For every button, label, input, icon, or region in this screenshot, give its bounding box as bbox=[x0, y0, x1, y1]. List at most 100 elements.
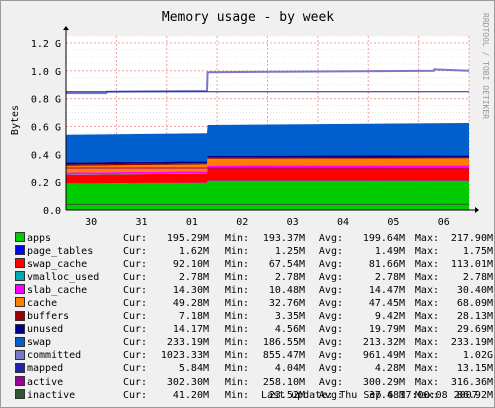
legend-row: swap Cur: 233.19M Min: 186.55M Avg: 213.32M Max… bbox=[15, 336, 493, 350]
legend-max-value: 316.36M bbox=[450, 376, 493, 388]
area-apps bbox=[66, 180, 469, 210]
legend-cur-label: Cur: bbox=[123, 350, 148, 362]
axes bbox=[63, 26, 479, 213]
legend-row: inactive Cur: 41.20M Min: 23.52M Avg: 37.48M Ma… bbox=[15, 389, 493, 402]
legend-min-label: Min: bbox=[224, 376, 249, 388]
legend-swatch-cell bbox=[15, 323, 27, 337]
legend-max-value: 1.02G bbox=[462, 350, 493, 362]
legend-min-label: Min: bbox=[224, 337, 249, 349]
legend-min-label: Min: bbox=[224, 389, 249, 401]
memory-chart: Memory usage - by week RRDTOOL / TOBI OE… bbox=[10, 10, 490, 228]
legend-cur-value: 5.84M bbox=[178, 363, 209, 375]
stacked-areas bbox=[66, 123, 469, 210]
legend-min-value: 67.54M bbox=[268, 258, 305, 270]
legend-swatch-cell bbox=[15, 310, 27, 324]
legend-max-value: 86.92M bbox=[456, 389, 493, 401]
legend-swatch bbox=[15, 349, 25, 360]
legend-row: swap_cache Cur: 92.10M Min: 67.54M Avg: 81.66M… bbox=[15, 258, 493, 271]
legend-row: committed Cur: 1023.33M Min: 855.47M Avg: 961.… bbox=[15, 349, 493, 363]
legend-avg-label: Avg: bbox=[318, 389, 343, 401]
legend-swatch bbox=[15, 323, 25, 334]
y-axis-arrow bbox=[63, 26, 69, 30]
legend-max-label: Max: bbox=[414, 337, 439, 349]
legend-name: committed bbox=[27, 350, 82, 362]
y-tick-label: 0.2 G bbox=[31, 178, 61, 189]
legend-avg-label: Avg: bbox=[318, 297, 343, 309]
legend-avg-value: 199.64M bbox=[362, 232, 405, 244]
legend-cur-label: Cur: bbox=[123, 297, 148, 309]
x-tick-label: 01 bbox=[186, 217, 198, 228]
legend-name: slab_cache bbox=[27, 284, 88, 296]
legend-avg-label: Avg: bbox=[318, 350, 343, 362]
x-tick-label: 31 bbox=[136, 217, 148, 228]
legend-row: mapped Cur: 5.84M Min: 4.04M Avg: 4.28M Max: 13.… bbox=[15, 362, 493, 376]
x-tick-label: 04 bbox=[337, 217, 349, 228]
legend-avg-label: Avg: bbox=[318, 311, 343, 323]
legend-swatch-cell bbox=[15, 284, 27, 297]
legend-cur-label: Cur: bbox=[123, 284, 148, 296]
legend-swatch bbox=[15, 376, 25, 387]
legend-swatch-cell bbox=[15, 349, 27, 363]
legend-row: apps Cur: 195.29M Min: 193.37M Avg: 199.64M Max… bbox=[15, 232, 493, 245]
area-slab-cache bbox=[66, 165, 469, 175]
last-update: Last update: Thu Sep 6 17:00:08 2007 bbox=[261, 390, 478, 401]
y-tick-labels: 0.0 0.2 G 0.4 G 0.6 G 0.8 G 1.0 G 1.2 G bbox=[31, 39, 61, 217]
legend-max-value: 68.09M bbox=[456, 297, 493, 309]
legend-cur-label: Cur: bbox=[123, 376, 148, 388]
line-series bbox=[65, 68, 470, 205]
legend-min-value: 855.47M bbox=[262, 350, 305, 362]
legend-name: inactive bbox=[27, 389, 76, 401]
legend-row: cache Cur: 49.28M Min: 32.76M Avg: 47.45M Max: 6… bbox=[15, 297, 493, 310]
legend-min-label: Min: bbox=[224, 311, 249, 323]
legend-swatch bbox=[15, 362, 25, 373]
legend-min-label: Min: bbox=[224, 284, 249, 296]
legend-row: buffers Cur: 7.18M Min: 3.35M Avg: 9.42M Max: 28… bbox=[15, 310, 493, 324]
legend-row: active Cur: 302.30M Min: 258.10M Avg: 300.29M M… bbox=[15, 376, 493, 389]
y-tick-label: 1.2 G bbox=[31, 39, 61, 50]
legend-min-label: Min: bbox=[224, 324, 249, 336]
legend-avg-value: 1.49M bbox=[374, 245, 405, 257]
legend-min-label: Min: bbox=[224, 232, 249, 244]
legend-cur-label: Cur: bbox=[123, 389, 148, 401]
legend-avg-value: 300.29M bbox=[362, 376, 405, 388]
legend-swatch-cell bbox=[15, 245, 27, 258]
legend-avg-value: 47.45M bbox=[368, 297, 405, 309]
legend-avg-label: Avg: bbox=[318, 258, 343, 270]
legend-swatch bbox=[15, 336, 25, 347]
legend-swatch-cell bbox=[15, 389, 27, 402]
legend-min-value: 4.04M bbox=[274, 363, 305, 375]
legend-swatch bbox=[15, 310, 25, 321]
legend-name: unused bbox=[27, 324, 64, 336]
legend-max-label: Max: bbox=[414, 297, 439, 309]
legend-cur-label: Cur: bbox=[123, 363, 148, 375]
area-swap-cache bbox=[66, 167, 469, 184]
legend-swatch bbox=[15, 297, 25, 308]
legend-min-label: Min: bbox=[224, 258, 249, 270]
legend-swatch bbox=[15, 271, 25, 282]
legend-name: mapped bbox=[27, 363, 64, 375]
legend-swatch-cell bbox=[15, 258, 27, 271]
legend-avg-label: Avg: bbox=[318, 232, 343, 244]
legend-swatch-cell bbox=[15, 336, 27, 350]
legend-min-label: Min: bbox=[224, 271, 249, 283]
legend-min-value: 32.76M bbox=[268, 297, 305, 309]
x-tick-labels: 30 31 01 02 03 04 05 06 bbox=[85, 217, 450, 228]
y-tick-label: 0.4 G bbox=[31, 150, 61, 161]
legend-cur-value: 233.19M bbox=[166, 337, 209, 349]
area-unused bbox=[66, 155, 469, 165]
x-axis-arrow bbox=[475, 207, 479, 213]
legend-min-value: 4.56M bbox=[274, 324, 305, 336]
area-buffers bbox=[66, 157, 469, 166]
legend-avg-label: Avg: bbox=[318, 363, 343, 375]
area-page-tables bbox=[66, 180, 469, 184]
legend-row: unused Cur: 14.17M Min: 4.56M Avg: 19.79M Max: 2… bbox=[15, 323, 493, 337]
legend-name: page_tables bbox=[27, 245, 94, 257]
y-axis-label: Bytes bbox=[10, 105, 21, 135]
legend-swatch bbox=[15, 232, 25, 242]
legend-swatch-cell bbox=[15, 271, 27, 284]
legend-avg-value: 213.32M bbox=[362, 337, 405, 349]
legend-max-label: Max: bbox=[414, 271, 439, 283]
rrdtool-watermark: RRDTOOL / TOBI OETIKER bbox=[481, 13, 490, 119]
legend-cur-value: 195.29M bbox=[166, 232, 209, 244]
legend-min-value: 23.52M bbox=[268, 389, 305, 401]
